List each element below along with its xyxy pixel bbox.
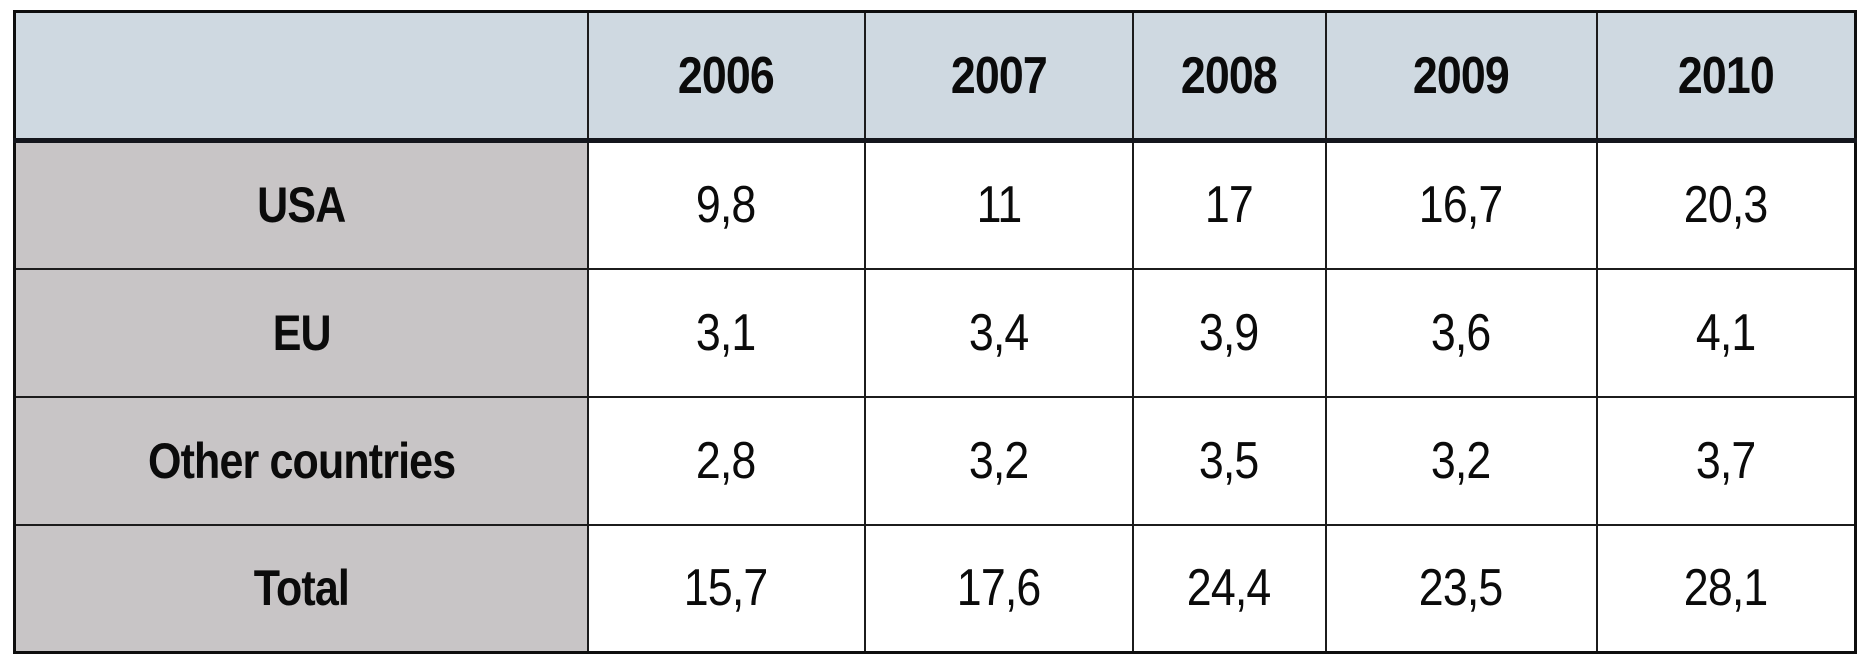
value-cell-usa-2010: 20,3 bbox=[1595, 139, 1857, 270]
column-header-2006: 2006 bbox=[586, 10, 866, 143]
value-cell-total-2007: 17,6 bbox=[863, 523, 1134, 654]
row-label: Other countries bbox=[147, 432, 456, 489]
column-header-label: 2010 bbox=[1677, 46, 1775, 105]
column-header-label: 2007 bbox=[950, 46, 1047, 105]
value-cell-other-2008: 3,5 bbox=[1131, 395, 1327, 526]
cell-value: 2,8 bbox=[696, 431, 756, 490]
value-cell-eu-2010: 4,1 bbox=[1595, 267, 1857, 398]
row-label-cell: EU bbox=[13, 267, 589, 398]
value-cell-other-2007: 3,2 bbox=[863, 395, 1134, 526]
row-label: Total bbox=[253, 560, 350, 617]
cell-value: 3,1 bbox=[696, 303, 756, 362]
corner-cell bbox=[13, 10, 589, 143]
cell-value: 3,9 bbox=[1199, 303, 1259, 362]
value-cell-total-2008: 24,4 bbox=[1131, 523, 1327, 654]
cell-value: 24,4 bbox=[1187, 559, 1271, 618]
row-label-cell: USA bbox=[13, 139, 589, 270]
table-row-usa: USA 9,8 11 17 16,7 20,3 bbox=[13, 139, 1857, 270]
row-label: USA bbox=[257, 177, 346, 234]
column-header-2010: 2010 bbox=[1595, 10, 1857, 143]
cell-value: 11 bbox=[976, 176, 1022, 235]
data-table-container: 2006 2007 2008 2009 2010 USA 9,8 11 17 1… bbox=[13, 10, 1857, 654]
cell-value: 4,1 bbox=[1695, 303, 1756, 362]
value-cell-total-2009: 23,5 bbox=[1324, 523, 1598, 654]
cell-value: 3,5 bbox=[1199, 431, 1259, 490]
cell-value: 23,5 bbox=[1419, 559, 1503, 618]
value-cell-other-2009: 3,2 bbox=[1324, 395, 1598, 526]
column-header-2009: 2009 bbox=[1324, 10, 1598, 143]
cell-value: 15,7 bbox=[684, 559, 768, 618]
value-cell-eu-2007: 3,4 bbox=[863, 267, 1134, 398]
value-cell-other-2010: 3,7 bbox=[1595, 395, 1857, 526]
row-label-cell: Other countries bbox=[13, 395, 589, 526]
cell-value: 17 bbox=[1204, 176, 1254, 235]
cell-value: 3,4 bbox=[968, 303, 1029, 362]
cell-value: 16,7 bbox=[1419, 176, 1503, 235]
cell-value: 28,1 bbox=[1683, 559, 1768, 618]
value-cell-eu-2009: 3,6 bbox=[1324, 267, 1598, 398]
value-cell-eu-2008: 3,9 bbox=[1131, 267, 1327, 398]
cell-value: 3,2 bbox=[1431, 431, 1491, 490]
year-values-table: 2006 2007 2008 2009 2010 USA 9,8 11 17 1… bbox=[13, 10, 1857, 654]
value-cell-usa-2006: 9,8 bbox=[586, 139, 866, 270]
cell-value: 3,2 bbox=[968, 431, 1029, 490]
column-header-label: 2006 bbox=[677, 46, 775, 105]
cell-value: 3,6 bbox=[1431, 303, 1491, 362]
row-label: EU bbox=[272, 304, 331, 361]
table-row-other-countries: Other countries 2,8 3,2 3,5 3,2 3,7 bbox=[13, 395, 1857, 526]
cell-value: 17,6 bbox=[956, 559, 1041, 618]
table-header-row: 2006 2007 2008 2009 2010 bbox=[13, 10, 1857, 143]
cell-value: 20,3 bbox=[1683, 176, 1768, 235]
value-cell-eu-2006: 3,1 bbox=[586, 267, 866, 398]
value-cell-total-2010: 28,1 bbox=[1595, 523, 1857, 654]
value-cell-usa-2009: 16,7 bbox=[1324, 139, 1598, 270]
column-header-label: 2008 bbox=[1180, 46, 1278, 105]
cell-value: 3,7 bbox=[1695, 431, 1756, 490]
column-header-2007: 2007 bbox=[863, 10, 1134, 143]
column-header-label: 2009 bbox=[1412, 46, 1510, 105]
table-row-eu: EU 3,1 3,4 3,9 3,6 4,1 bbox=[13, 267, 1857, 398]
value-cell-total-2006: 15,7 bbox=[586, 523, 866, 654]
value-cell-usa-2008: 17 bbox=[1131, 139, 1327, 270]
table-row-total: Total 15,7 17,6 24,4 23,5 28,1 bbox=[13, 523, 1857, 654]
cell-value: 9,8 bbox=[696, 176, 756, 235]
value-cell-other-2006: 2,8 bbox=[586, 395, 866, 526]
row-label-cell: Total bbox=[13, 523, 589, 654]
column-header-2008: 2008 bbox=[1131, 10, 1327, 143]
value-cell-usa-2007: 11 bbox=[863, 139, 1134, 270]
